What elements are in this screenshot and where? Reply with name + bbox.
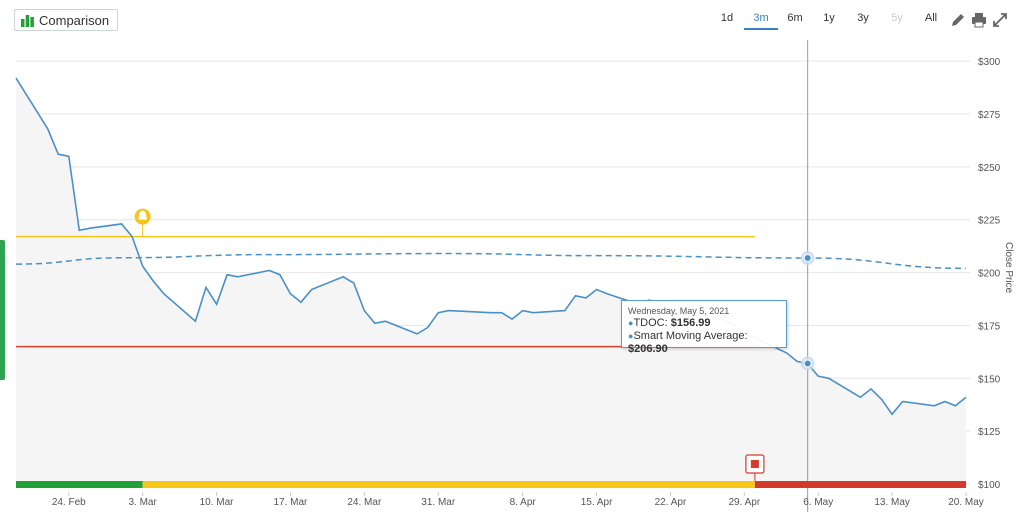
y-tick-label: $275 [978, 110, 1001, 121]
bell-icon [138, 210, 147, 220]
y-tick-label: $200 [978, 269, 1001, 280]
x-tick-label: 10. Mar [200, 497, 235, 508]
range-3y[interactable]: 3y [857, 12, 869, 24]
range-3m[interactable]: 3m [744, 12, 778, 30]
chart-tooltip: Wednesday, May 5, 2021 ●TDOC: $156.99 ●S… [621, 300, 787, 355]
x-tick-label: 15. Apr [581, 497, 613, 508]
tooltip-series1-value: $156.99 [670, 317, 711, 329]
bullet-icon: ● [628, 318, 634, 328]
y-tick-label: $125 [978, 427, 1001, 438]
signal-segment-green [16, 481, 143, 488]
price-series-line [15, 77, 967, 416]
x-tick-label: 24. Mar [347, 497, 382, 508]
signal-segment-red [754, 481, 966, 488]
chart-tools [950, 12, 1008, 28]
tooltip-series2-label: Smart Moving Average: [633, 330, 748, 342]
expand-icon[interactable] [992, 12, 1008, 28]
range-1y[interactable]: 1y [823, 12, 835, 24]
comparison-button[interactable]: Comparison [14, 9, 119, 31]
tooltip-series1-label: TDOC: [633, 317, 668, 329]
side-feedback-tab[interactable] [0, 240, 5, 380]
pencil-icon[interactable] [950, 12, 966, 28]
range-selector: 1d 3m 6m 1y 3y 5y All [710, 12, 948, 30]
bar-chart-icon [21, 14, 34, 27]
comparison-label: Comparison [39, 12, 110, 28]
bullet-icon: ● [628, 331, 634, 341]
x-tick-label: 8. Apr [510, 497, 537, 508]
y-tick-label: $175 [978, 321, 1001, 332]
price-hover-point [803, 359, 812, 368]
price-area [16, 78, 966, 484]
y-tick-label: $250 [978, 163, 1001, 174]
x-tick-label: 31. Mar [421, 497, 456, 508]
x-tick-label: 24. Feb [52, 497, 86, 508]
stop-icon [750, 460, 759, 468]
y-tick-label: $225 [978, 216, 1001, 227]
print-icon[interactable] [971, 12, 987, 28]
y-tick-label: $150 [978, 374, 1001, 385]
tooltip-date: Wednesday, May 5, 2021 [628, 306, 730, 316]
range-5y: 5y [891, 12, 903, 24]
x-tick-label: 22. Apr [655, 497, 687, 508]
x-tick-label: 17. Mar [273, 497, 308, 508]
y-axis-title: Close Price [1003, 242, 1014, 294]
x-tick-label: 6. May [803, 497, 833, 508]
range-all[interactable]: All [924, 12, 938, 24]
sma-hover-point [803, 253, 812, 262]
x-tick-label: 13. May [874, 497, 910, 508]
sma-series-line [15, 252, 967, 270]
x-tick-label: 3. Mar [128, 497, 157, 508]
range-1d[interactable]: 1d [720, 12, 734, 24]
tooltip-series2-value: $206.90 [628, 343, 668, 355]
x-tick-label: 29. Apr [728, 497, 760, 508]
y-tick-label: $100 [978, 480, 1001, 491]
signal-segment-yellow [142, 481, 755, 488]
range-6m[interactable]: 6m [787, 12, 803, 24]
y-tick-label: $300 [978, 57, 1001, 68]
x-tick-label: 20. May [948, 497, 984, 508]
